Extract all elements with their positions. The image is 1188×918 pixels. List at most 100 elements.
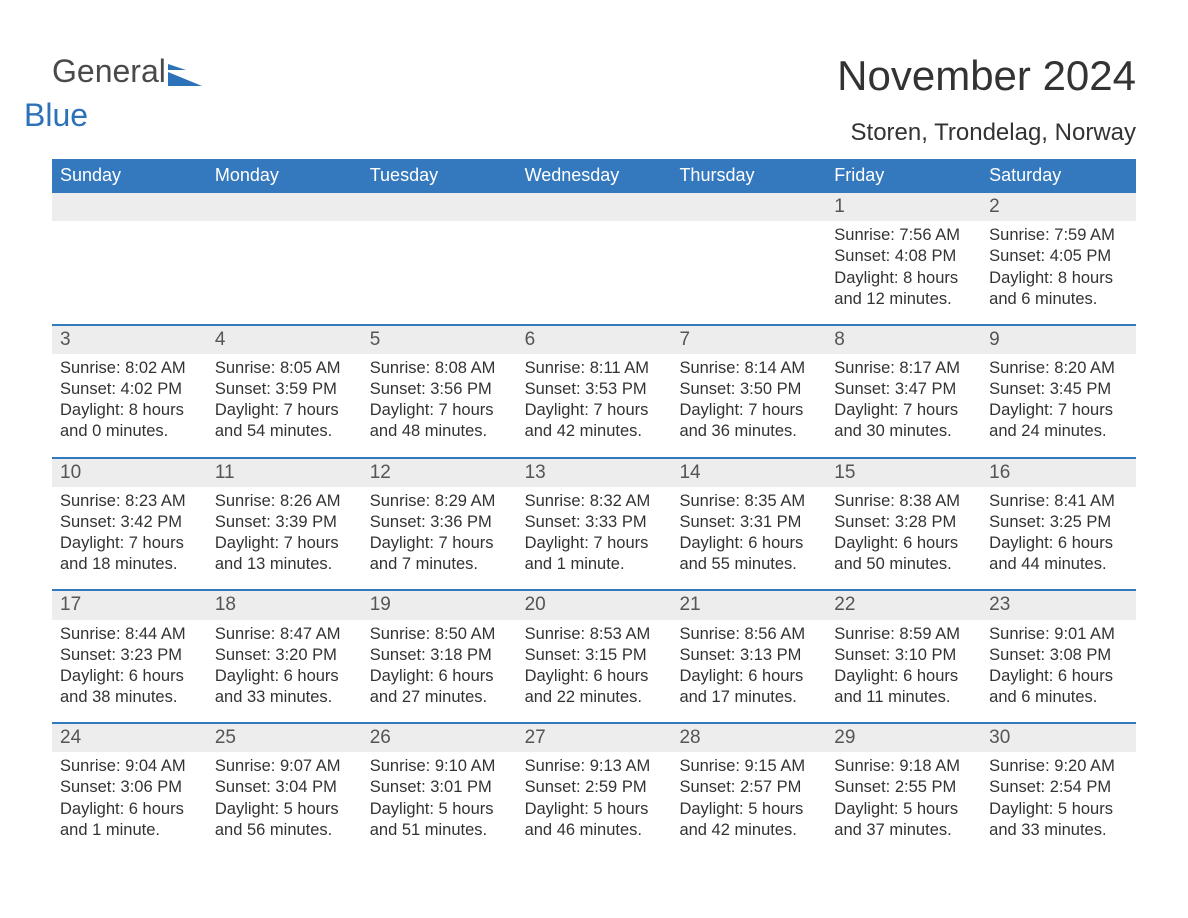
sunrise-text: Sunrise: 9:10 AM [370,756,511,777]
daylight1-text: Daylight: 6 hours [834,666,975,687]
day-number-row: 19 [362,591,517,619]
sunrise-text: Sunrise: 8:29 AM [370,491,511,512]
sunrise-text: Sunrise: 9:15 AM [679,756,820,777]
day-cell: 22Sunrise: 8:59 AMSunset: 3:10 PMDayligh… [826,591,981,722]
logo-word-general: General [52,53,166,89]
sunset-text: Sunset: 3:13 PM [679,645,820,666]
day-number-row: 20 [517,591,672,619]
daylight2-text: and 0 minutes. [60,421,201,442]
day-number: 2 [981,193,1136,221]
day-body: Sunrise: 9:07 AMSunset: 3:04 PMDaylight:… [207,752,362,840]
day-cell: 8Sunrise: 8:17 AMSunset: 3:47 PMDaylight… [826,326,981,457]
day-number: 30 [981,724,1136,752]
daylight2-text: and 17 minutes. [679,687,820,708]
day-number: 22 [826,591,981,619]
daylight2-text: and 36 minutes. [679,421,820,442]
day-number: 9 [981,326,1136,354]
daylight1-text: Daylight: 6 hours [60,666,201,687]
daylight1-text: Daylight: 8 hours [834,268,975,289]
sunset-text: Sunset: 3:36 PM [370,512,511,533]
daylight2-text: and 55 minutes. [679,554,820,575]
day-body: Sunrise: 9:20 AMSunset: 2:54 PMDaylight:… [981,752,1136,840]
sunset-text: Sunset: 3:39 PM [215,512,356,533]
daylight2-text: and 6 minutes. [989,289,1130,310]
day-number: 1 [826,193,981,221]
day-body: Sunrise: 8:02 AMSunset: 4:02 PMDaylight:… [52,354,207,442]
sunset-text: Sunset: 4:08 PM [834,246,975,267]
day-number: 6 [517,326,672,354]
day-cell: 6Sunrise: 8:11 AMSunset: 3:53 PMDaylight… [517,326,672,457]
day-cell: 21Sunrise: 8:56 AMSunset: 3:13 PMDayligh… [671,591,826,722]
day-number: 14 [671,459,826,487]
day-body: Sunrise: 8:20 AMSunset: 3:45 PMDaylight:… [981,354,1136,442]
day-number-row [52,193,207,221]
day-number-row: 4 [207,326,362,354]
day-number-row: 30 [981,724,1136,752]
day-number-row: 24 [52,724,207,752]
day-cell: 12Sunrise: 8:29 AMSunset: 3:36 PMDayligh… [362,459,517,590]
day-number-row: 27 [517,724,672,752]
day-cell: 19Sunrise: 8:50 AMSunset: 3:18 PMDayligh… [362,591,517,722]
day-number-row [671,193,826,221]
sunset-text: Sunset: 3:20 PM [215,645,356,666]
day-number-row [362,193,517,221]
day-cell: 24Sunrise: 9:04 AMSunset: 3:06 PMDayligh… [52,724,207,855]
day-number-row: 17 [52,591,207,619]
sunrise-text: Sunrise: 8:59 AM [834,624,975,645]
day-number: 7 [671,326,826,354]
daylight2-text: and 12 minutes. [834,289,975,310]
day-body: Sunrise: 8:47 AMSunset: 3:20 PMDaylight:… [207,620,362,708]
sunset-text: Sunset: 2:57 PM [679,777,820,798]
sunset-text: Sunset: 3:01 PM [370,777,511,798]
daylight1-text: Daylight: 6 hours [679,533,820,554]
day-number-row: 9 [981,326,1136,354]
day-number: 13 [517,459,672,487]
day-cell: 18Sunrise: 8:47 AMSunset: 3:20 PMDayligh… [207,591,362,722]
daylight2-text: and 42 minutes. [679,820,820,841]
daylight2-text: and 30 minutes. [834,421,975,442]
sunrise-text: Sunrise: 8:26 AM [215,491,356,512]
daylight1-text: Daylight: 6 hours [834,533,975,554]
day-number-row: 29 [826,724,981,752]
day-number-row: 23 [981,591,1136,619]
week-row: 17Sunrise: 8:44 AMSunset: 3:23 PMDayligh… [52,589,1136,722]
day-cell: 23Sunrise: 9:01 AMSunset: 3:08 PMDayligh… [981,591,1136,722]
day-number: 3 [52,326,207,354]
sunrise-text: Sunrise: 8:11 AM [525,358,666,379]
sunset-text: Sunset: 3:04 PM [215,777,356,798]
day-cell: 2Sunrise: 7:59 AMSunset: 4:05 PMDaylight… [981,193,1136,324]
day-cell: 7Sunrise: 8:14 AMSunset: 3:50 PMDaylight… [671,326,826,457]
daylight1-text: Daylight: 8 hours [989,268,1130,289]
day-number: 15 [826,459,981,487]
sunset-text: Sunset: 3:42 PM [60,512,201,533]
daylight2-text: and 56 minutes. [215,820,356,841]
day-body: Sunrise: 8:14 AMSunset: 3:50 PMDaylight:… [671,354,826,442]
daylight1-text: Daylight: 7 hours [679,400,820,421]
daylight2-text: and 38 minutes. [60,687,201,708]
day-body: Sunrise: 8:05 AMSunset: 3:59 PMDaylight:… [207,354,362,442]
day-number-row: 15 [826,459,981,487]
week-row: 1Sunrise: 7:56 AMSunset: 4:08 PMDaylight… [52,193,1136,324]
daylight2-text: and 1 minute. [525,554,666,575]
day-of-week-header-row: Sunday Monday Tuesday Wednesday Thursday… [52,159,1136,193]
day-body: Sunrise: 7:59 AMSunset: 4:05 PMDaylight:… [981,221,1136,309]
logo-text-block: General Blue [52,55,202,119]
daylight2-text: and 37 minutes. [834,820,975,841]
day-body: Sunrise: 8:59 AMSunset: 3:10 PMDaylight:… [826,620,981,708]
sunset-text: Sunset: 3:50 PM [679,379,820,400]
dow-saturday: Saturday [981,159,1136,193]
sunrise-text: Sunrise: 9:18 AM [834,756,975,777]
month-title: November 2024 [837,55,1136,97]
sunrise-text: Sunrise: 8:32 AM [525,491,666,512]
sunset-text: Sunset: 3:06 PM [60,777,201,798]
daylight2-text: and 48 minutes. [370,421,511,442]
sunrise-text: Sunrise: 9:13 AM [525,756,666,777]
daylight1-text: Daylight: 5 hours [989,799,1130,820]
sunset-text: Sunset: 2:59 PM [525,777,666,798]
title-block: November 2024 Storen, Trondelag, Norway [837,55,1136,147]
sunrise-text: Sunrise: 8:56 AM [679,624,820,645]
day-number-row [207,193,362,221]
daylight2-text: and 22 minutes. [525,687,666,708]
day-number-row: 8 [826,326,981,354]
logo: General Blue [52,55,202,119]
